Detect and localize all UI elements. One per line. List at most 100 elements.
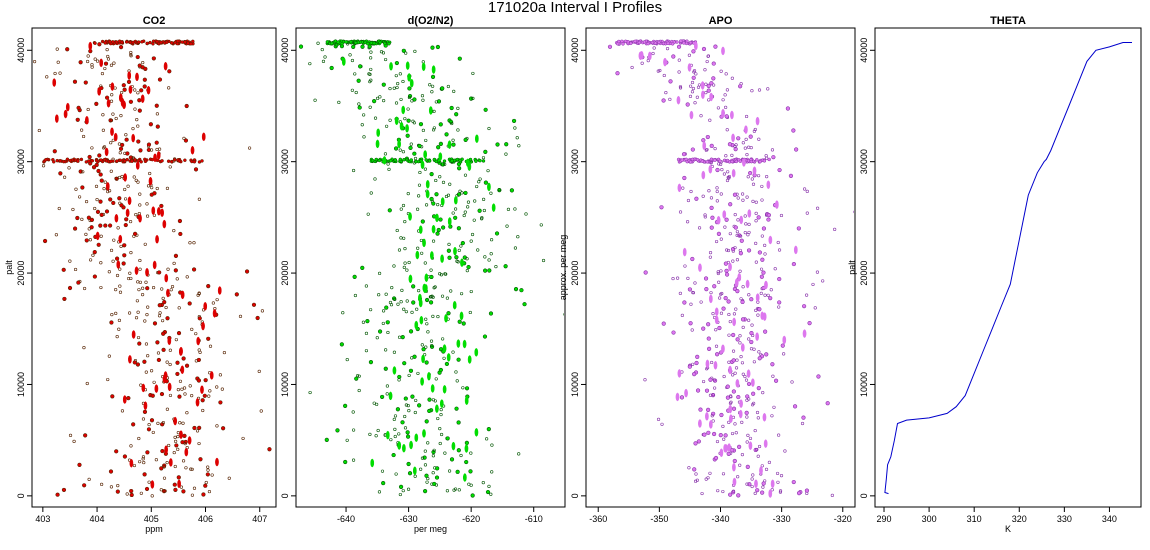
data-point bbox=[420, 343, 424, 347]
x-tick-label: 340 bbox=[1102, 514, 1117, 524]
data-point bbox=[408, 329, 414, 334]
data-point bbox=[425, 180, 430, 189]
data-point bbox=[155, 186, 159, 191]
data-point bbox=[409, 142, 413, 146]
data-point bbox=[704, 148, 708, 152]
data-point bbox=[387, 208, 392, 213]
data-point bbox=[722, 172, 727, 176]
data-point bbox=[65, 157, 70, 162]
data-point bbox=[190, 327, 194, 331]
data-point bbox=[450, 159, 454, 163]
data-point bbox=[142, 472, 147, 477]
data-point bbox=[138, 148, 143, 153]
data-point bbox=[124, 133, 128, 137]
data-point bbox=[397, 441, 402, 450]
data-point bbox=[439, 432, 444, 437]
data-point bbox=[129, 251, 133, 255]
data-point bbox=[146, 142, 152, 147]
data-point bbox=[93, 41, 97, 45]
data-point bbox=[747, 293, 751, 297]
data-point bbox=[685, 220, 690, 224]
data-point bbox=[395, 407, 401, 412]
data-point bbox=[386, 162, 390, 166]
data-point bbox=[701, 379, 706, 384]
data-point bbox=[423, 150, 428, 159]
data-point bbox=[406, 192, 410, 196]
data-point bbox=[141, 60, 145, 65]
data-point bbox=[147, 422, 151, 427]
data-point bbox=[99, 261, 103, 265]
data-point bbox=[152, 321, 158, 326]
data-point bbox=[167, 86, 171, 90]
data-point bbox=[686, 276, 690, 280]
data-point bbox=[401, 203, 406, 208]
data-point bbox=[131, 40, 135, 45]
data-point bbox=[160, 159, 164, 163]
y-tick-label: 10000 bbox=[859, 372, 869, 397]
data-point bbox=[45, 75, 49, 79]
data-point bbox=[62, 296, 67, 302]
data-point bbox=[708, 251, 713, 255]
data-point bbox=[491, 203, 496, 212]
data-point bbox=[726, 170, 730, 174]
data-point bbox=[456, 420, 461, 425]
data-point bbox=[449, 289, 453, 293]
data-point bbox=[681, 186, 685, 190]
data-point bbox=[708, 294, 713, 304]
data-point bbox=[738, 269, 742, 273]
data-point bbox=[708, 255, 712, 259]
data-point bbox=[633, 39, 637, 44]
data-point bbox=[367, 72, 371, 76]
data-point bbox=[407, 260, 411, 265]
data-point bbox=[369, 56, 373, 60]
data-point bbox=[308, 390, 312, 395]
data-point bbox=[207, 489, 212, 494]
data-point bbox=[749, 331, 754, 336]
data-point bbox=[139, 491, 143, 495]
data-point bbox=[738, 159, 743, 163]
data-point bbox=[701, 46, 707, 52]
data-point bbox=[792, 404, 798, 409]
data-point bbox=[760, 184, 764, 189]
data-point bbox=[444, 132, 449, 137]
data-point bbox=[377, 490, 382, 494]
data-point bbox=[805, 189, 809, 193]
data-point bbox=[431, 65, 436, 74]
data-point bbox=[728, 232, 732, 236]
data-point bbox=[727, 333, 731, 337]
data-point bbox=[454, 370, 458, 374]
data-point bbox=[436, 227, 441, 233]
data-point bbox=[455, 157, 460, 162]
panel-title: CO2 bbox=[143, 15, 166, 27]
data-point bbox=[457, 488, 461, 492]
data-point bbox=[118, 45, 124, 50]
data-point bbox=[749, 159, 754, 164]
data-point bbox=[430, 45, 435, 50]
data-point bbox=[731, 406, 737, 411]
data-point bbox=[687, 53, 691, 57]
data-point bbox=[708, 377, 713, 382]
data-point bbox=[729, 414, 733, 423]
data-point bbox=[713, 361, 718, 370]
data-point bbox=[222, 350, 227, 355]
data-point bbox=[135, 161, 140, 170]
data-point bbox=[382, 99, 386, 103]
data-point bbox=[730, 448, 735, 453]
data-point bbox=[138, 258, 142, 263]
data-point bbox=[369, 41, 374, 45]
data-point bbox=[401, 489, 405, 493]
data-point bbox=[750, 477, 754, 481]
data-point bbox=[671, 276, 675, 281]
data-point bbox=[172, 450, 176, 455]
data-point bbox=[639, 51, 644, 60]
data-point bbox=[742, 158, 746, 167]
data-point bbox=[421, 354, 425, 364]
data-point bbox=[137, 98, 142, 103]
data-point bbox=[383, 57, 388, 62]
data-point bbox=[735, 289, 740, 294]
data-point bbox=[95, 59, 100, 63]
data-point bbox=[108, 118, 113, 123]
data-point bbox=[80, 217, 84, 222]
data-point bbox=[94, 101, 99, 106]
